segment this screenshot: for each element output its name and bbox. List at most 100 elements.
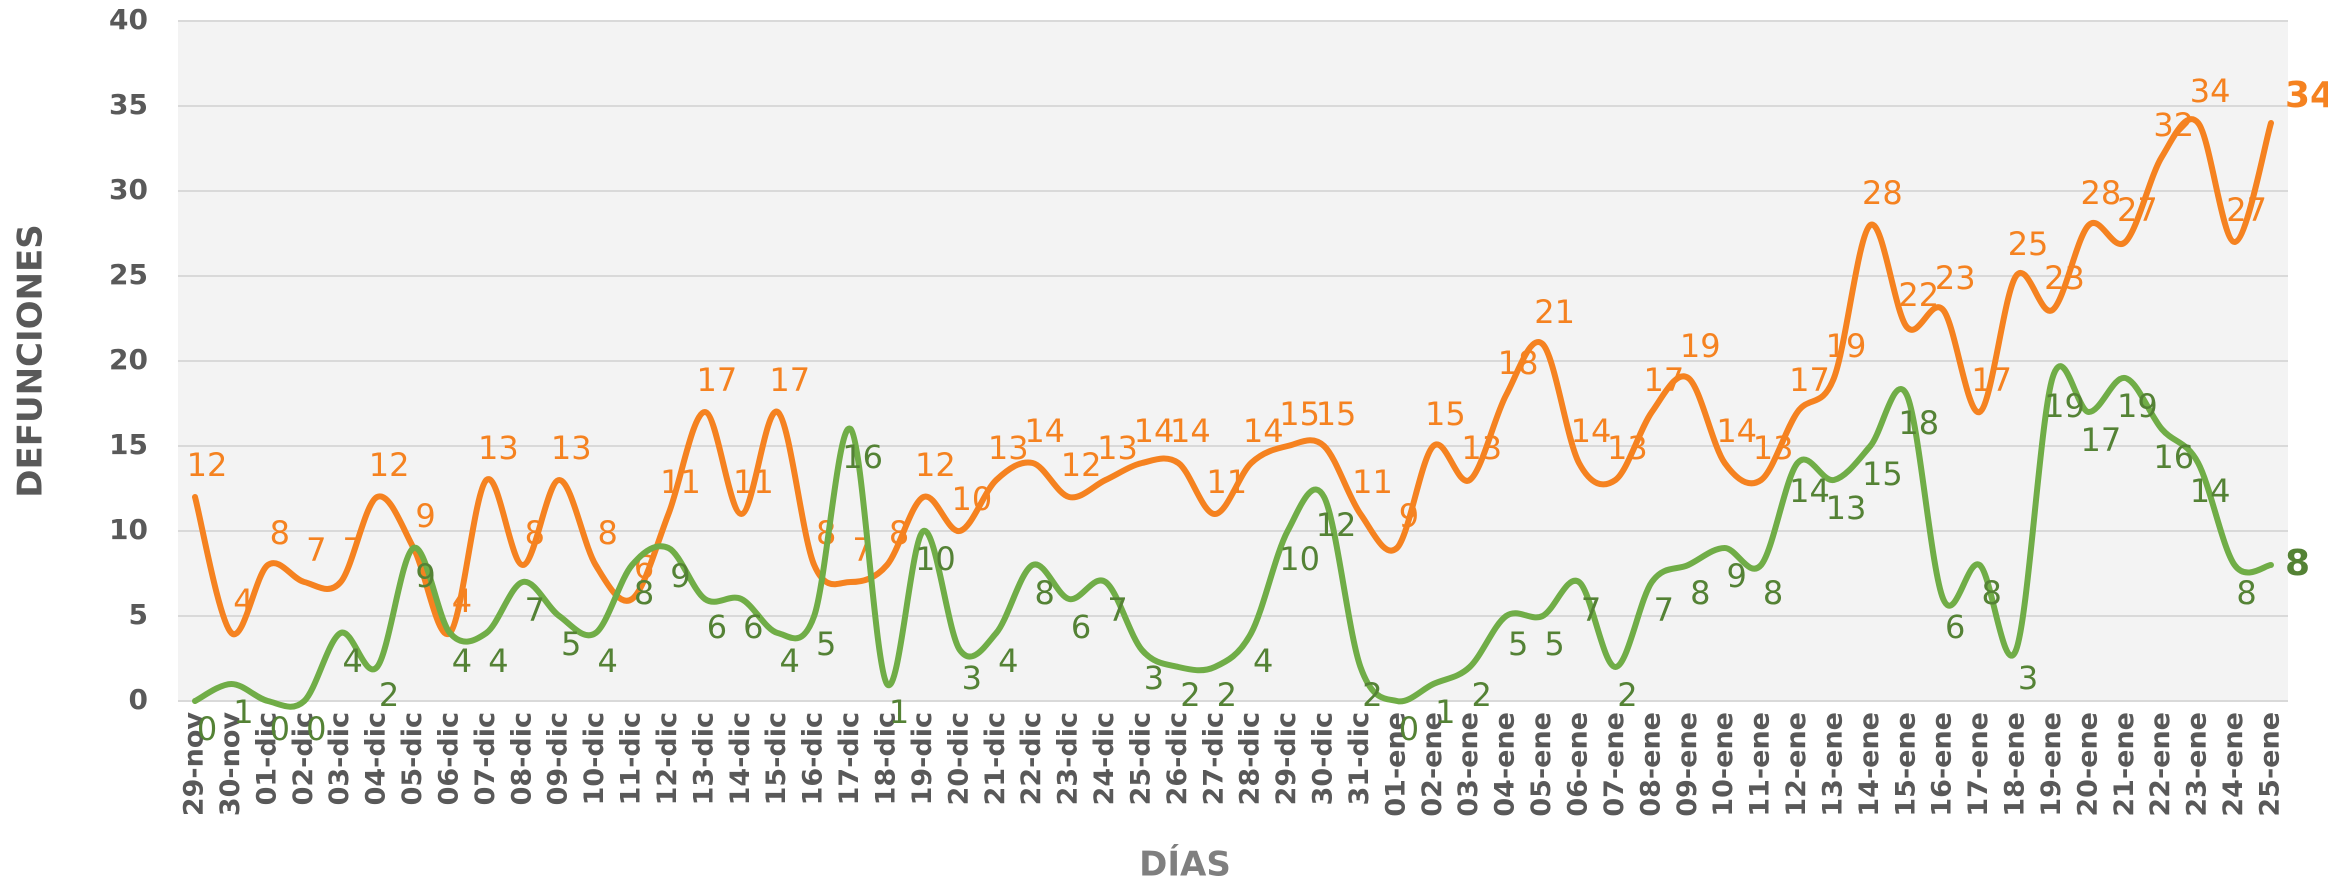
data-label: 8 xyxy=(270,514,290,552)
data-label: 5 xyxy=(1544,625,1564,663)
x-tick-label: 02-dic xyxy=(288,712,319,805)
data-label: 1 xyxy=(233,693,253,731)
y-axis-title: DEFUNCIONES xyxy=(11,224,51,497)
data-label: 9 xyxy=(1399,497,1419,535)
data-label: 22 xyxy=(1898,276,1939,314)
data-label: 2 xyxy=(1472,676,1492,714)
data-label: 19 xyxy=(2044,387,2085,425)
data-label: 7 xyxy=(343,531,363,569)
x-tick-label: 15-dic xyxy=(761,712,792,805)
data-label: 13 xyxy=(478,429,519,467)
data-label: 34 xyxy=(2285,75,2328,116)
data-label: 2 xyxy=(1617,676,1637,714)
data-label: 9 xyxy=(415,557,435,595)
x-tick-label: 16-dic xyxy=(798,712,829,805)
x-tick-label: 18-ene xyxy=(2000,712,2031,817)
data-label: 21 xyxy=(1534,293,1575,331)
data-label: 19 xyxy=(2117,387,2158,425)
data-label: 0 xyxy=(1399,710,1419,748)
data-label: 7 xyxy=(1107,591,1127,629)
data-label: 4 xyxy=(452,642,472,680)
data-label: 17 xyxy=(1643,361,1684,399)
data-label: 1 xyxy=(1435,693,1455,731)
data-label: 8 xyxy=(889,514,909,552)
x-tick-label: 03-ene xyxy=(1453,712,1484,817)
x-tick-label: 17-dic xyxy=(834,712,865,805)
data-label: 27 xyxy=(2117,191,2158,229)
data-label: 14 xyxy=(1134,412,1175,450)
x-tick-label: 21-dic xyxy=(980,712,1011,805)
data-label: 32 xyxy=(2153,106,2194,144)
data-label: 8 xyxy=(1035,574,1055,612)
y-tick-label: 10 xyxy=(109,513,148,546)
x-tick-label: 07-dic xyxy=(470,712,501,805)
x-tick-label: 20-ene xyxy=(2072,712,2103,817)
y-tick-label: 0 xyxy=(129,683,148,716)
data-label: 4 xyxy=(452,582,472,620)
x-tick-label: 22-dic xyxy=(1016,712,1047,805)
data-label: 23 xyxy=(2044,259,2085,297)
y-tick-label: 5 xyxy=(129,598,148,631)
data-label: 14 xyxy=(1170,412,1211,450)
data-label: 11 xyxy=(733,463,774,501)
data-label: 15 xyxy=(1862,455,1903,493)
data-label: 27 xyxy=(2226,191,2267,229)
data-label: 15 xyxy=(1316,395,1357,433)
x-tick-label: 30-nov xyxy=(215,712,246,817)
data-label: 3 xyxy=(962,659,982,697)
x-tick-label: 23-ene xyxy=(2182,712,2213,817)
y-tick-label: 40 xyxy=(109,3,148,36)
x-tick-label: 20-dic xyxy=(943,712,974,805)
data-label: 12 xyxy=(187,446,228,484)
y-tick-label: 20 xyxy=(109,343,148,376)
data-label: 2 xyxy=(1180,676,1200,714)
data-label: 8 xyxy=(525,514,545,552)
x-tick-label: 17-ene xyxy=(1963,712,1994,817)
x-tick-label: 13-ene xyxy=(1817,712,1848,817)
data-label: 28 xyxy=(2081,174,2122,212)
data-label: 4 xyxy=(488,642,508,680)
x-tick-label: 19-ene xyxy=(2036,712,2067,817)
x-tick-label: 11-ene xyxy=(1745,712,1776,817)
data-label: 14 xyxy=(2190,472,2231,510)
x-tick-label: 06-ene xyxy=(1563,712,1594,817)
data-label: 10 xyxy=(915,540,956,578)
data-label: 1 xyxy=(889,693,909,731)
data-label: 13 xyxy=(1097,429,1138,467)
x-tick-label: 16-ene xyxy=(1927,712,1958,817)
data-label: 4 xyxy=(343,642,363,680)
data-label: 17 xyxy=(1971,361,2012,399)
data-label: 18 xyxy=(1898,404,1939,442)
data-label: 2 xyxy=(379,676,399,714)
x-tick-label: 18-dic xyxy=(871,712,902,805)
y-tick-label: 15 xyxy=(109,428,148,461)
x-tick-label: 23-dic xyxy=(1053,712,1084,805)
x-tick-label: 15-ene xyxy=(1890,712,1921,817)
data-label: 17 xyxy=(769,361,810,399)
data-label: 25 xyxy=(2008,225,2049,263)
data-label: 2 xyxy=(1217,676,1237,714)
data-label: 0 xyxy=(197,710,217,748)
data-label: 12 xyxy=(369,446,410,484)
x-tick-label: 14-ene xyxy=(1854,712,1885,817)
x-tick-label: 19-dic xyxy=(907,712,938,805)
data-label: 2 xyxy=(1362,676,1382,714)
x-tick-label: 10-ene xyxy=(1708,712,1739,817)
data-label: 0 xyxy=(270,710,290,748)
data-label: 0 xyxy=(306,710,326,748)
data-label: 13 xyxy=(1753,429,1794,467)
data-label: 14 xyxy=(1243,412,1284,450)
data-label: 18 xyxy=(1498,344,1539,382)
data-label: 4 xyxy=(998,642,1018,680)
x-tick-label: 30-dic xyxy=(1308,712,1339,805)
x-tick-label: 01-ene xyxy=(1380,712,1411,817)
x-tick-label: 05-dic xyxy=(397,712,428,805)
data-label: 6 xyxy=(1071,608,1091,646)
data-label: 12 xyxy=(1061,446,1102,484)
data-label: 8 xyxy=(597,514,617,552)
x-tick-label: 22-ene xyxy=(2145,712,2176,817)
series-line xyxy=(192,116,2274,638)
x-tick-label: 25-dic xyxy=(1125,712,1156,805)
data-label: 6 xyxy=(1945,608,1965,646)
data-label: 14 xyxy=(1789,472,1830,510)
